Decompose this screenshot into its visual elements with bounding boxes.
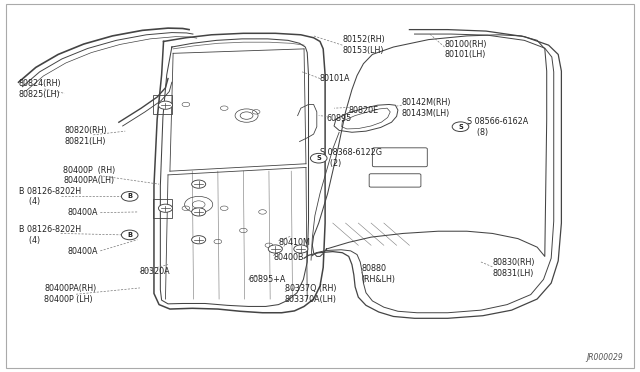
- Circle shape: [159, 101, 173, 109]
- Circle shape: [122, 230, 138, 240]
- Circle shape: [452, 122, 468, 132]
- Text: 80337Q (RH)
803370A(LH): 80337Q (RH) 803370A(LH): [285, 284, 337, 304]
- Text: 80400P  (RH)
80400PA(LH): 80400P (RH) 80400PA(LH): [63, 166, 116, 186]
- Text: S: S: [458, 124, 463, 130]
- Circle shape: [191, 208, 205, 216]
- Text: S 08566-6162A
    (8): S 08566-6162A (8): [467, 117, 528, 137]
- Text: 60895+A: 60895+A: [248, 275, 286, 284]
- Text: 80142M(RH)
80143M(LH): 80142M(RH) 80143M(LH): [402, 98, 451, 118]
- Text: 80820E: 80820E: [349, 106, 379, 115]
- Text: 60895: 60895: [326, 114, 351, 123]
- Text: 80824(RH)
80825(LH): 80824(RH) 80825(LH): [19, 79, 61, 99]
- Text: B 08126-8202H
    (4): B 08126-8202H (4): [19, 225, 81, 245]
- Text: 80100(RH)
80101(LH): 80100(RH) 80101(LH): [445, 40, 487, 60]
- Circle shape: [159, 204, 173, 212]
- Text: 80410M: 80410M: [278, 238, 310, 247]
- Text: 80320A: 80320A: [140, 267, 170, 276]
- Text: B: B: [127, 193, 132, 199]
- Text: 80830(RH)
80831(LH): 80830(RH) 80831(LH): [492, 259, 535, 278]
- Text: B 08126-8202H
    (4): B 08126-8202H (4): [19, 186, 81, 206]
- Text: 80400A: 80400A: [68, 208, 99, 217]
- Text: S: S: [316, 155, 321, 161]
- Text: 80820(RH)
80821(LH): 80820(RH) 80821(LH): [65, 126, 107, 146]
- Text: 80152(RH)
80153(LH): 80152(RH) 80153(LH): [342, 35, 385, 55]
- Circle shape: [122, 192, 138, 201]
- Circle shape: [310, 153, 327, 163]
- Circle shape: [191, 235, 205, 244]
- Text: B: B: [127, 232, 132, 238]
- Text: 80400B: 80400B: [273, 253, 304, 262]
- Text: 80400PA(RH)
80400P (LH): 80400PA(RH) 80400P (LH): [44, 284, 97, 304]
- Circle shape: [191, 180, 205, 188]
- Circle shape: [294, 245, 308, 253]
- Text: 80880
(RH&LH): 80880 (RH&LH): [362, 264, 396, 284]
- Text: 80400A: 80400A: [68, 247, 99, 256]
- Circle shape: [268, 245, 282, 253]
- Text: 80101A: 80101A: [320, 74, 351, 83]
- Text: JR000029: JR000029: [587, 353, 623, 362]
- Text: S 08368-6122G
    (2): S 08368-6122G (2): [320, 148, 382, 168]
